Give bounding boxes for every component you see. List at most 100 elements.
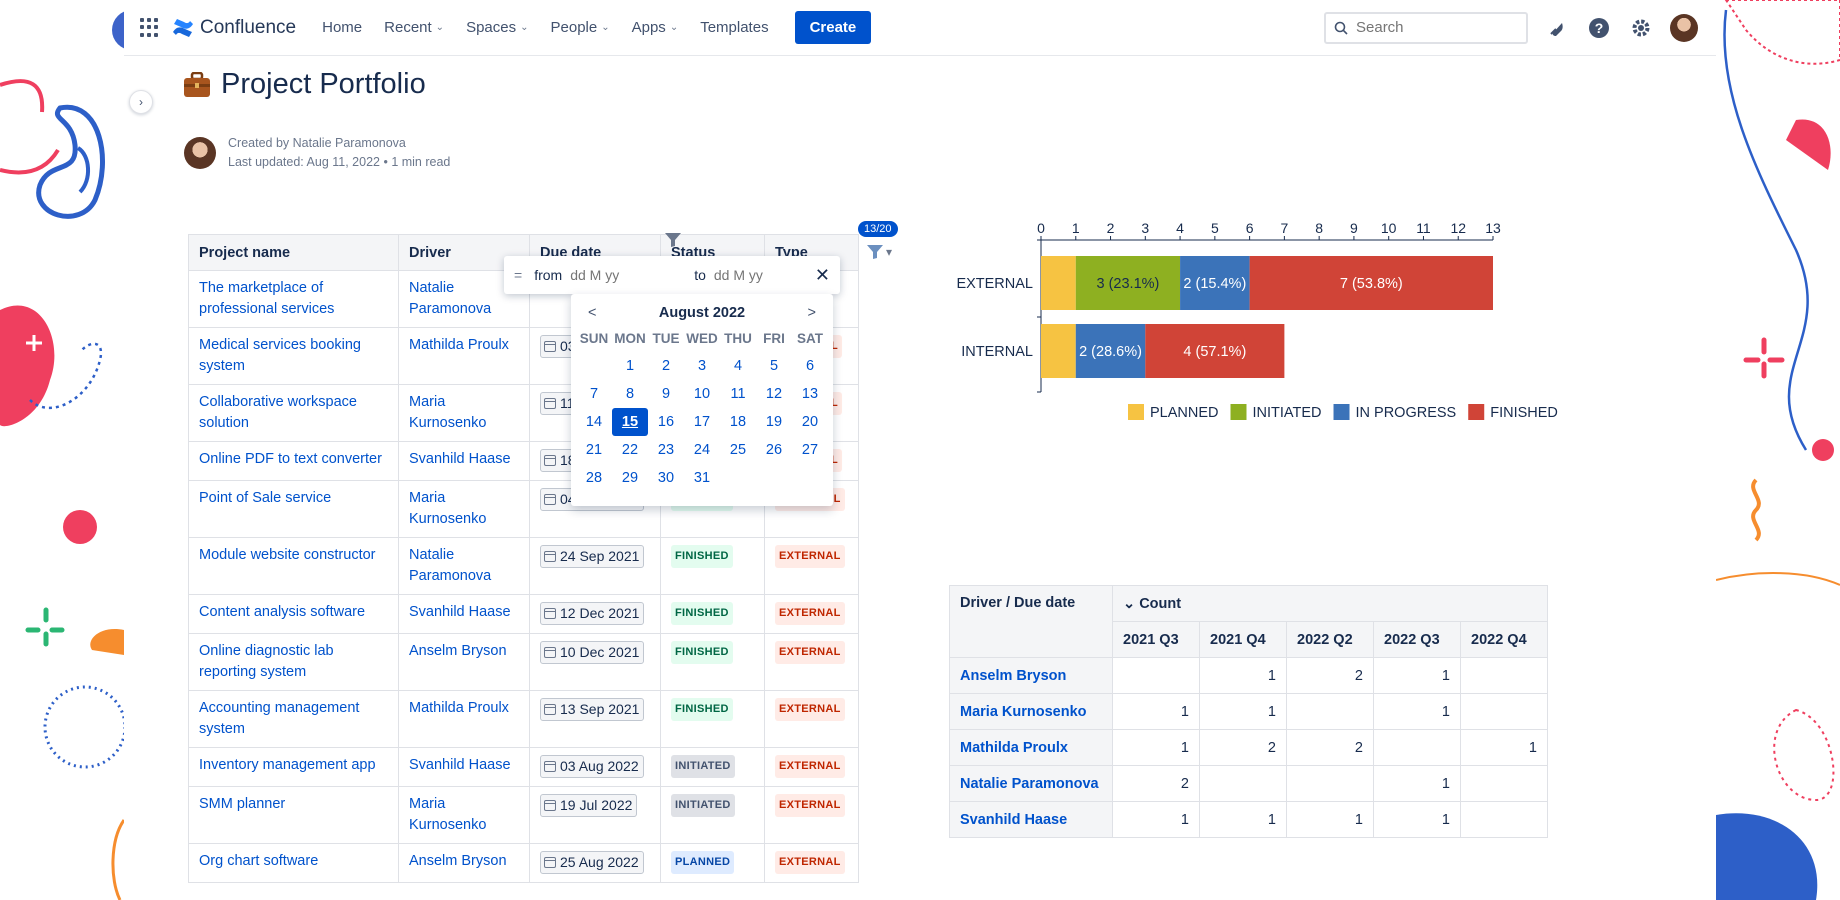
help-icon[interactable]: ? (1586, 15, 1612, 41)
date-chip[interactable]: 13 Sep 2021 (540, 698, 645, 721)
notifications-icon[interactable] (1544, 15, 1570, 41)
nav-home[interactable]: Home (322, 19, 362, 36)
calendar-day[interactable]: 28 (585, 470, 603, 486)
calendar-day[interactable]: 17 (693, 414, 711, 430)
search-input[interactable] (1356, 19, 1506, 36)
author-avatar[interactable] (184, 137, 216, 169)
calendar-day-selected[interactable]: 15 (612, 408, 648, 436)
calendar-day[interactable]: 22 (621, 442, 639, 458)
create-button[interactable]: Create (794, 11, 872, 44)
project-link[interactable]: Org chart software (199, 853, 319, 869)
confluence-logo[interactable]: Confluence (172, 17, 296, 39)
settings-gear-icon[interactable] (1628, 15, 1654, 41)
calendar-day[interactable]: 27 (801, 442, 819, 458)
nav-spaces[interactable]: Spaces ⌄ (466, 19, 528, 36)
driver-link[interactable]: Anselm Bryson (409, 853, 507, 869)
calendar-day[interactable]: 7 (589, 386, 599, 402)
column-filter-icon[interactable] (664, 232, 682, 253)
driver-link[interactable]: Anselm Bryson (960, 667, 1067, 684)
nav-people[interactable]: People ⌄ (551, 19, 610, 36)
project-link[interactable]: SMM planner (199, 796, 286, 812)
project-link[interactable]: The marketplace of professional services (199, 280, 335, 317)
date-chip[interactable]: 19 Jul 2022 (540, 794, 638, 817)
driver-link[interactable]: Svanhild Haase (409, 604, 511, 620)
user-avatar[interactable] (1670, 13, 1698, 42)
calendar-day[interactable]: 24 (693, 442, 711, 458)
bar-segment-planned[interactable] (1041, 256, 1076, 310)
project-link[interactable]: Inventory management app (199, 757, 376, 773)
bar-segment-planned[interactable] (1041, 324, 1076, 378)
calendar-day[interactable]: 19 (765, 414, 783, 430)
driver-link[interactable]: Mathilda Proulx (960, 739, 1068, 756)
project-link[interactable]: Module website constructor (199, 547, 376, 563)
date-chip[interactable]: 25 Aug 2022 (540, 851, 644, 874)
chevron-down-icon[interactable]: ▾ (886, 245, 893, 259)
project-link[interactable]: Online PDF to text converter (199, 451, 382, 467)
bar-segment-in-progress[interactable] (1075, 324, 1146, 378)
driver-link[interactable]: Maria Kurnosenko (409, 490, 487, 527)
close-icon[interactable]: ✕ (814, 264, 830, 285)
project-link[interactable]: Point of Sale service (199, 490, 332, 506)
calendar-day[interactable]: 10 (693, 386, 711, 402)
calendar-day[interactable]: 8 (625, 386, 635, 402)
project-link[interactable]: Online diagnostic lab reporting system (199, 643, 334, 680)
bar-segment-initiated[interactable] (1075, 256, 1181, 310)
filter-funnel-icon[interactable] (866, 244, 884, 260)
calendar-day[interactable]: 16 (657, 414, 675, 430)
to-date-input[interactable] (713, 267, 814, 283)
nav-recent[interactable]: Recent ⌄ (384, 19, 444, 36)
bar-segment-finished[interactable] (1249, 256, 1493, 310)
driver-link[interactable]: Maria Kurnosenko (409, 394, 487, 431)
calendar-day[interactable]: 21 (585, 442, 603, 458)
calendar-day[interactable]: 9 (661, 386, 671, 402)
calendar-day[interactable]: 26 (765, 442, 783, 458)
expand-sidebar-button[interactable]: › (129, 90, 153, 114)
bar-segment-in-progress[interactable] (1180, 256, 1250, 310)
project-link[interactable]: Accounting management system (199, 700, 360, 737)
search-box[interactable] (1324, 11, 1528, 44)
driver-link[interactable]: Svanhild Haase (409, 757, 511, 773)
calendar-day[interactable]: 3 (697, 358, 707, 374)
calendar-day[interactable]: 25 (729, 442, 747, 458)
date-chip[interactable]: 12 Dec 2021 (540, 602, 645, 625)
calendar-day[interactable]: 6 (805, 358, 815, 374)
date-chip[interactable]: 11 (540, 392, 580, 415)
project-link[interactable]: Collaborative workspace solution (199, 394, 357, 431)
driver-link[interactable]: Maria Kurnosenko (409, 796, 487, 833)
driver-link[interactable]: Natalie Paramonova (409, 280, 492, 317)
calendar-day[interactable]: 11 (730, 386, 746, 402)
calendar-day[interactable]: 30 (657, 470, 675, 486)
calendar-day[interactable]: 1 (625, 358, 635, 374)
driver-link[interactable]: Svanhild Haase (409, 451, 511, 467)
driver-link[interactable]: Natalie Paramonova (409, 547, 492, 584)
calendar-day[interactable]: 13 (801, 386, 819, 402)
calendar-day[interactable]: 29 (621, 470, 639, 486)
filter-controls[interactable]: ▾ (866, 244, 892, 260)
calendar-day[interactable]: 31 (693, 470, 711, 486)
calendar-day[interactable]: 20 (801, 414, 819, 430)
from-date-input[interactable] (570, 267, 671, 283)
date-chip[interactable]: 03 Aug 2022 (540, 755, 644, 778)
driver-link[interactable]: Natalie Paramonova (960, 775, 1099, 792)
calendar-day[interactable]: 2 (661, 358, 671, 374)
bar-segment-finished[interactable] (1145, 324, 1285, 378)
project-link[interactable]: Medical services booking system (199, 337, 361, 374)
driver-link[interactable]: Svanhild Haase (960, 811, 1068, 828)
date-chip[interactable]: 24 Sep 2021 (540, 545, 645, 568)
previous-month-button[interactable]: < (588, 305, 597, 321)
calendar-day[interactable]: 12 (765, 386, 783, 402)
project-link[interactable]: Content analysis software (199, 604, 366, 620)
driver-link[interactable]: Maria Kurnosenko (960, 703, 1087, 720)
next-month-button[interactable]: > (807, 305, 816, 321)
app-switcher-icon[interactable] (140, 17, 160, 38)
calendar-day[interactable]: 5 (769, 358, 779, 374)
driver-link[interactable]: Mathilda Proulx (409, 337, 509, 353)
driver-link[interactable]: Anselm Bryson (409, 643, 507, 659)
calendar-day[interactable]: 18 (729, 414, 747, 430)
pivot-measure-header[interactable]: ⌄ Count (1112, 585, 1548, 622)
calendar-day[interactable]: 23 (657, 442, 675, 458)
calendar-day[interactable]: 4 (733, 358, 743, 374)
driver-link[interactable]: Mathilda Proulx (409, 700, 509, 716)
nav-apps[interactable]: Apps ⌄ (632, 19, 679, 36)
date-chip[interactable]: 10 Dec 2021 (540, 641, 645, 664)
